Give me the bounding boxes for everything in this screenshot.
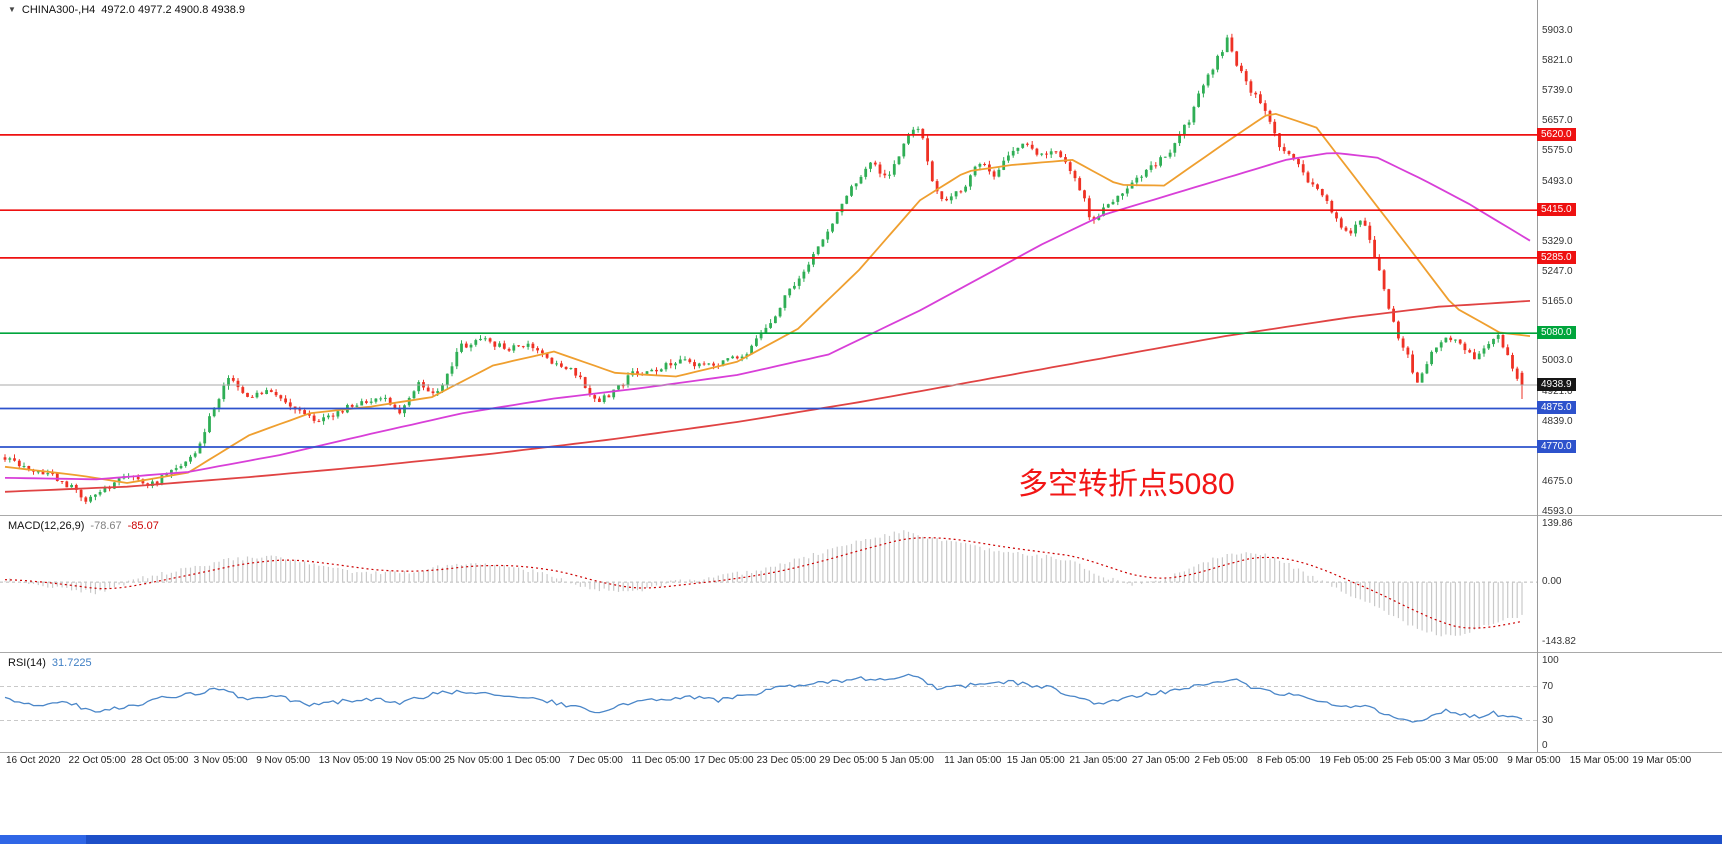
macd-axis-label: 139.86 — [1542, 518, 1573, 529]
date-label: 15 Jan 05:00 — [1006, 755, 1065, 766]
price-tick: 5329.0 — [1542, 235, 1573, 247]
level-price-label: 4875.0 — [1537, 401, 1576, 415]
date-label: 7 Dec 05:00 — [568, 755, 623, 766]
rsi-value: 31.7225 — [51, 657, 92, 669]
price-axis[interactable]: 5903.0 5821.0 5739.0 5657.0 5575.0 5493.0 5329… — [1537, 0, 1722, 752]
date-label: 23 Dec 05:00 — [756, 755, 817, 766]
date-label: 15 Mar 05:00 — [1569, 755, 1629, 766]
panel-separator — [0, 515, 1722, 516]
rsi-axis-label: 0 — [1542, 740, 1548, 751]
price-tick: 5493.0 — [1542, 175, 1573, 187]
date-label: 11 Jan 05:00 — [944, 755, 1002, 766]
date-label: 2 Feb 05:00 — [1194, 755, 1248, 766]
rsi-indicator-label: RSI(14) 31.7225 — [8, 657, 92, 669]
date-label: 27 Jan 05:00 — [1131, 755, 1190, 766]
macd-axis-label: 0.00 — [1542, 576, 1562, 588]
price-tick: 4675.0 — [1542, 475, 1573, 487]
ma-fast-orange — [4, 112, 1531, 484]
date-label: 19 Feb 05:00 — [1319, 755, 1379, 766]
price-tick: 5165.0 — [1542, 295, 1573, 307]
date-label: 8 Feb 05:00 — [1257, 755, 1311, 766]
level-price-label: 5620.0 — [1537, 127, 1576, 141]
time-axis[interactable]: 16 Oct 2020 22 Oct 05:00 28 Oct 05:00 3 Nov… — [0, 753, 1722, 769]
price-tick: 5657.0 — [1542, 115, 1573, 127]
date-label: 28 Oct 05:00 — [131, 755, 189, 766]
macd-canvas[interactable] — [0, 516, 1537, 652]
current-price-label: 4938.9 — [1537, 377, 1576, 391]
collapse-arrow-icon[interactable]: ▼ — [8, 5, 16, 14]
price-tick: 5247.0 — [1542, 265, 1573, 277]
date-label: 9 Mar 05:00 — [1507, 755, 1561, 766]
level-price-label: 4770.0 — [1537, 440, 1576, 453]
date-label: 1 Dec 05:00 — [506, 755, 561, 766]
macd-label-text: MACD(12,26,9) — [8, 520, 85, 532]
macd-signal-value: -85.07 — [127, 520, 159, 532]
date-label: 11 Dec 05:00 — [631, 755, 691, 766]
date-label: 25 Nov 05:00 — [443, 755, 504, 766]
date-label: 13 Nov 05:00 — [318, 755, 379, 766]
taskbar-start-segment — [0, 835, 86, 844]
price-tick: 5575.0 — [1542, 145, 1573, 157]
date-label: 9 Nov 05:00 — [256, 755, 311, 766]
axis-separator — [1537, 0, 1538, 752]
taskbar-strip[interactable] — [0, 835, 1722, 844]
chart-symbol-title: CHINA300-,H4 — [21, 4, 96, 16]
date-label: 29 Dec 05:00 — [819, 755, 879, 766]
main-chart-canvas[interactable] — [0, 0, 1537, 515]
ma-slow-red — [4, 300, 1531, 493]
macd-value: -78.67 — [90, 520, 122, 532]
date-label: 25 Feb 05:00 — [1382, 755, 1442, 766]
date-label: 19 Nov 05:00 — [381, 755, 441, 766]
date-label: 3 Nov 05:00 — [193, 755, 248, 766]
price-tick: 4839.0 — [1542, 415, 1573, 427]
chart-titlebar: ▼ CHINA300-,H4 4972.0 4977.2 4900.8 4938… — [8, 4, 245, 16]
level-price-label: 5415.0 — [1537, 203, 1576, 217]
price-tick: 5003.0 — [1542, 355, 1573, 367]
macd-axis-label: -143.82 — [1542, 636, 1576, 647]
date-label: 19 Mar 05:00 — [1632, 755, 1692, 766]
rsi-line — [4, 673, 1523, 723]
macd-indicator-label: MACD(12,26,9) -78.67 -85.07 — [8, 520, 159, 532]
date-label: 22 Oct 05:00 — [68, 755, 126, 766]
price-tick: 4921.0 — [1542, 385, 1573, 397]
price-tick: 5739.0 — [1542, 85, 1573, 97]
price-tick: 4593.0 — [1542, 506, 1573, 517]
date-label: 5 Jan 05:00 — [881, 755, 934, 766]
rsi-label-text: RSI(14) — [8, 657, 46, 669]
price-tick: 5821.0 — [1542, 55, 1573, 67]
date-label: 16 Oct 2020 — [6, 755, 61, 766]
level-price-label: 5080.0 — [1537, 326, 1576, 340]
rsi-axis-label: 30 — [1542, 714, 1554, 726]
price-tick: 5903.0 — [1542, 25, 1573, 36]
rsi-canvas[interactable] — [0, 653, 1537, 752]
panel-separator — [0, 752, 1722, 753]
chart-annotation[interactable]: 多空转折点5080 — [1018, 468, 1235, 501]
date-label: 17 Dec 05:00 — [694, 755, 754, 766]
date-label: 3 Mar 05:00 — [1444, 755, 1499, 766]
panel-separator — [0, 652, 1722, 653]
level-price-label: 5285.0 — [1537, 250, 1576, 264]
rsi-axis-label: 100 — [1542, 655, 1559, 666]
rsi-axis-label: 70 — [1542, 680, 1554, 692]
date-label: 21 Jan 05:00 — [1069, 755, 1128, 766]
chart-ohlc-values: 4972.0 4977.2 4900.8 4938.9 — [101, 4, 246, 16]
macd-signal-line — [4, 537, 1523, 629]
ma-mid-magenta — [4, 152, 1531, 481]
